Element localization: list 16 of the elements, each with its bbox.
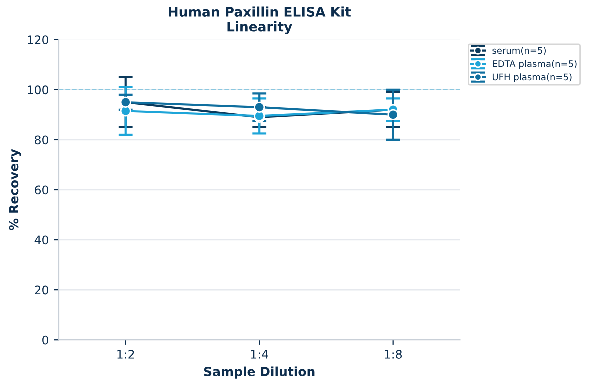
chart-title: Human Paxillin ELISA Kit Linearity: [169, 6, 352, 34]
legend-label: UFH plasma(n=5): [492, 74, 572, 82]
legend-label: EDTA plasma(n=5): [493, 60, 577, 70]
y-tick-label: 80: [35, 136, 48, 145]
y-tick-label: 0: [42, 336, 48, 345]
y-tick-label: 20: [35, 286, 48, 295]
y-tick-label: 100: [28, 86, 48, 95]
y-tick-label: 120: [28, 36, 48, 45]
y-tick-label: 60: [35, 186, 48, 195]
legend-label: serum(n=5): [492, 47, 546, 56]
x-tick-label: 1:8: [385, 350, 402, 359]
y-tick-label: 40: [34, 236, 48, 245]
x-tick-label: 1:2: [118, 350, 134, 359]
y-axis-title: % Recovery: [9, 149, 22, 231]
x-tick-label: 1:4: [251, 350, 268, 359]
x-axis-title: Sample Dilution: [204, 366, 315, 379]
